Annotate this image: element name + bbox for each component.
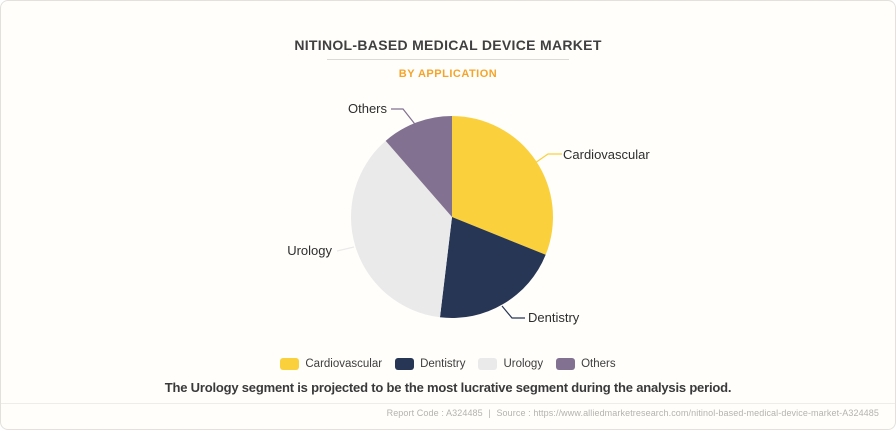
source-url-text: Source : https://www.alliedmarketresearc… [496, 408, 879, 418]
legend-swatch-urology [478, 358, 498, 370]
report-code: Report Code : A324485 [386, 408, 483, 418]
legend-swatch-dentistry [395, 358, 415, 370]
pie-label-urology: Urology [287, 243, 332, 258]
pie-slice-urology[interactable] [350, 140, 452, 318]
key-insight-statement: The Urology segment is projected to be t… [164, 380, 732, 395]
legend-swatch-others [556, 358, 576, 370]
pie-label-dentistry: Dentistry [528, 310, 580, 325]
pie-slice-cardiovascular[interactable] [452, 116, 553, 255]
legend-item-dentistry[interactable]: Dentistry [395, 358, 465, 370]
legend-swatch-cardiovascular [280, 358, 300, 370]
legend-label-cardiovascular: Cardiovascular [305, 358, 383, 370]
chart-legend: Cardiovascular Dentistry Urology Others [1, 358, 895, 370]
footer-divider [1, 403, 895, 404]
pie-slice-others[interactable] [385, 116, 452, 217]
legend-item-cardiovascular[interactable]: Cardiovascular [280, 358, 382, 370]
pie-label-cardiovascular: Cardiovascular [563, 147, 650, 162]
footer-source-line: Report Code : A324485 | Source : https:/… [384, 408, 879, 418]
chart-subtitle: BY APPLICATION [398, 68, 498, 80]
pie-chart[interactable] [350, 115, 554, 319]
footer-separator: | [488, 408, 491, 418]
legend-label-dentistry: Dentistry [420, 358, 466, 370]
pie-slice-dentistry[interactable] [439, 217, 546, 318]
pie-label-others: Others [347, 101, 387, 116]
chart-title: NITINOL-BASED MEDICAL DEVICE MARKET [294, 37, 602, 53]
title-divider [327, 59, 569, 60]
legend-item-urology[interactable]: Urology [478, 358, 543, 370]
legend-label-urology: Urology [503, 358, 544, 370]
legend-label-others: Others [581, 358, 616, 370]
legend-item-others[interactable]: Others [556, 358, 616, 370]
